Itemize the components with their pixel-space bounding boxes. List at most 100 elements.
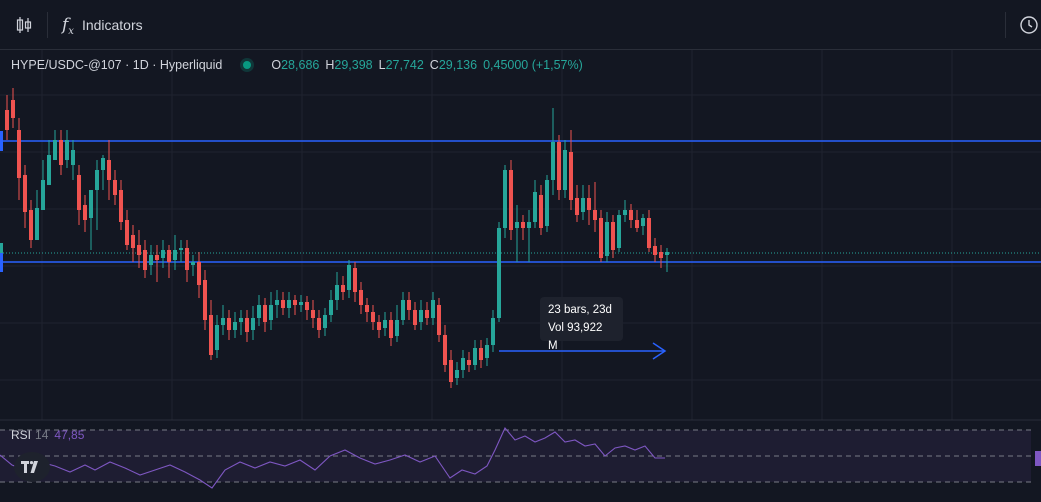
candle: [377, 322, 381, 330]
candle: [407, 300, 411, 310]
candle: [65, 140, 69, 160]
candle: [95, 170, 99, 190]
candle: [269, 305, 273, 320]
candle: [605, 222, 609, 256]
candle: [155, 255, 159, 260]
arrow-right-icon: [652, 342, 667, 360]
candle: [557, 142, 561, 190]
candle: [317, 318, 321, 330]
candle: [221, 318, 225, 325]
candle: [581, 198, 585, 212]
candle: [515, 222, 519, 228]
price-handle[interactable]: [0, 243, 3, 253]
chart-grid: [0, 50, 1041, 420]
rsi-legend[interactable]: RSI 14 47,85: [11, 428, 84, 442]
candle: [29, 210, 33, 240]
candle: [479, 348, 483, 360]
alert-clock-icon: [1020, 16, 1038, 34]
candle: [257, 305, 261, 318]
candle: [131, 235, 135, 248]
candle: [551, 142, 555, 180]
candle: [599, 218, 603, 258]
alert-button[interactable]: [1018, 10, 1040, 40]
tv-logo-mark: [21, 461, 38, 473]
candle: [617, 215, 621, 248]
candle: [47, 155, 51, 185]
high-value: 29,398: [334, 58, 373, 72]
candle: [653, 246, 657, 255]
candle: [143, 250, 147, 270]
fx-icon: fx: [62, 15, 74, 37]
candle: [191, 262, 195, 265]
symbol-legend: HYPE/USDC-@107 · 1D · Hyperliquid O 28,68…: [11, 58, 583, 72]
candle: [341, 285, 345, 292]
candle: [509, 170, 513, 230]
line-handle-lower[interactable]: [0, 252, 3, 272]
candle: [569, 152, 573, 200]
candle: [77, 175, 81, 210]
symbol-title[interactable]: HYPE/USDC-@107 · 1D · Hyperliquid: [11, 58, 223, 72]
candle: [83, 205, 87, 220]
candle: [395, 320, 399, 336]
candle: [17, 130, 21, 178]
candle: [563, 150, 567, 190]
candle: [275, 300, 279, 305]
candle: [287, 300, 291, 308]
candle: [179, 248, 183, 250]
candle: [467, 360, 471, 365]
candle: [323, 315, 327, 328]
candle: [101, 158, 105, 170]
candle: [107, 160, 111, 180]
candle: [623, 210, 627, 215]
tradingview-logo-icon[interactable]: [14, 452, 50, 482]
rsi-period: 14: [35, 428, 49, 442]
price-chart[interactable]: [0, 50, 1041, 502]
candle: [593, 210, 597, 220]
measure-volume-text: Vol 93,922 M: [548, 322, 603, 352]
candle: [119, 190, 123, 222]
rsi-scale-marker: [1035, 451, 1041, 466]
candle: [215, 325, 219, 350]
candle: [365, 305, 369, 312]
candle: [137, 245, 141, 255]
candle: [239, 318, 243, 322]
open-value: 28,686: [281, 58, 320, 72]
toolbar-divider: [1005, 12, 1006, 38]
candle: [23, 175, 27, 212]
candle: [209, 315, 213, 355]
candle: [167, 250, 171, 262]
candle: [449, 360, 453, 382]
candle: [161, 250, 165, 258]
indicators-button[interactable]: fx Indicators: [62, 10, 143, 40]
candle: [383, 320, 387, 328]
candle: [641, 218, 645, 226]
rsi-value: 47,85: [54, 428, 85, 442]
candle: [5, 110, 9, 130]
open-label: O: [271, 58, 282, 72]
chart-type-button[interactable]: [14, 10, 34, 40]
candles-group: [5, 88, 669, 388]
market-status-dot[interactable]: [243, 61, 252, 69]
candle: [347, 265, 351, 290]
candle: [59, 140, 63, 165]
line-handle-upper[interactable]: [0, 131, 3, 151]
candle: [245, 318, 249, 332]
candle: [503, 170, 507, 228]
candle: [545, 180, 549, 226]
candle: [305, 302, 309, 310]
candle: [197, 262, 201, 285]
candle: [443, 335, 447, 365]
candle: [149, 255, 153, 265]
candle: [71, 150, 75, 165]
candles-icon: [16, 17, 32, 33]
candle: [461, 358, 465, 370]
candle: [173, 250, 177, 260]
low-label: L: [378, 58, 386, 72]
candle: [665, 252, 669, 255]
candle: [233, 322, 237, 330]
candle: [35, 208, 39, 240]
candle: [251, 318, 255, 330]
candle: [629, 210, 633, 220]
measure-arrow[interactable]: [499, 342, 667, 360]
close-value: 29,136: [438, 58, 478, 72]
